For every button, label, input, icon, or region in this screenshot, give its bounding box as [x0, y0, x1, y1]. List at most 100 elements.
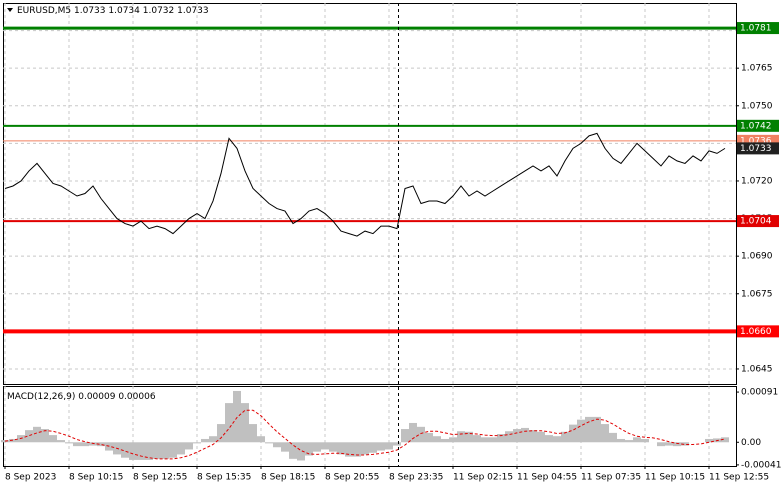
macd-bar	[465, 431, 473, 443]
macd-bar	[489, 437, 497, 443]
macd-bar	[89, 442, 97, 446]
macd-bar	[609, 432, 617, 443]
x-tick-label: 8 Sep 23:35	[389, 473, 443, 483]
macd-bar	[681, 442, 689, 446]
macd-bar	[33, 426, 41, 443]
macd-bar	[457, 431, 465, 443]
y-tick-label: 1.0675	[741, 289, 773, 299]
menu-triangle[interactable]	[7, 8, 13, 12]
macd-bar	[617, 438, 625, 443]
macd-bar	[553, 436, 561, 443]
macd-bar	[81, 442, 89, 447]
macd-bar	[289, 442, 297, 459]
macd-bar	[521, 427, 529, 443]
symbol: EURUSD,M5	[17, 6, 71, 16]
macd-frame	[3, 386, 737, 467]
x-tick-label: 8 Sep 10:15	[69, 473, 123, 483]
macd-bar	[329, 442, 337, 452]
macd-bar	[537, 431, 545, 443]
macd-bar	[353, 442, 361, 457]
macd-bar	[473, 435, 481, 443]
macd-bar	[305, 442, 313, 456]
macd-bar	[9, 438, 17, 443]
macd-bar	[169, 442, 177, 458]
x-tick-label: 8 Sep 12:55	[133, 473, 187, 483]
macd-bar	[401, 429, 409, 443]
macd-bar	[657, 442, 665, 447]
macd-bar	[633, 437, 641, 443]
macd-bar	[561, 431, 569, 443]
macd-bar	[25, 430, 33, 443]
y-tick-label: 1.0720	[741, 176, 773, 186]
y-tick-label: 1.0690	[741, 252, 773, 262]
level-label-box	[737, 215, 779, 228]
macd-bar	[385, 442, 393, 450]
macd-bar	[513, 429, 521, 443]
level-label: 1.0736	[740, 136, 772, 146]
macd-bar	[593, 416, 601, 443]
macd-y-tick-label: 0.00	[741, 438, 761, 448]
macd-bar	[185, 442, 193, 450]
macd-bar	[57, 440, 65, 443]
macd-value: 0.00009	[78, 392, 115, 402]
macd-y-tick-label: 0.00091	[741, 388, 778, 398]
macd-bar	[273, 442, 281, 448]
macd-bar	[145, 442, 153, 460]
labels: 1.07801.07651.07501.07351.07201.07051.06…	[4, 22, 781, 483]
macd-bar	[673, 442, 681, 447]
macd-bar	[721, 437, 729, 443]
macd-bar	[209, 436, 217, 443]
level-label: 1.0733	[740, 144, 772, 154]
macd-bar	[65, 442, 73, 444]
close: 1.0733	[177, 6, 209, 16]
macd-bar	[297, 442, 305, 461]
macd-bar	[321, 442, 329, 450]
macd-bar	[625, 440, 633, 443]
y-tick-label: 1.0645	[741, 364, 773, 374]
level-label: 1.0781	[740, 24, 772, 34]
x-tick-label: 8 Sep 20:55	[325, 473, 379, 483]
macd-bar	[377, 442, 385, 451]
macd-bar	[73, 442, 81, 447]
macd-bar	[153, 442, 161, 459]
level-label-box	[737, 119, 779, 132]
low: 1.0732	[143, 6, 175, 16]
macd-bar	[225, 403, 233, 443]
y-tick-label: 1.0765	[741, 64, 773, 74]
macd-bar	[417, 426, 425, 443]
x-tick-label: 11 Sep 07:35	[581, 473, 641, 483]
x-tick-label: 11 Sep 02:15	[453, 473, 513, 483]
macd-bar	[257, 436, 265, 443]
macd-bar	[233, 390, 241, 443]
macd-bar	[577, 419, 585, 443]
macd-bar	[393, 442, 401, 446]
macd-bar	[345, 442, 353, 457]
macd-bar	[497, 434, 505, 443]
macd-bar	[1, 440, 9, 443]
macd-bar	[249, 424, 257, 443]
plot	[1, 26, 736, 461]
macd-bar	[265, 442, 273, 444]
macd-bar	[121, 442, 129, 458]
macd-bar	[337, 442, 345, 455]
x-tick-label: 11 Sep 10:15	[645, 473, 705, 483]
level-label: 1.0742	[740, 121, 772, 131]
macd-bar	[545, 435, 553, 443]
high: 1.0734	[108, 6, 140, 16]
macd-bar	[569, 424, 577, 443]
macd-bar	[361, 442, 369, 455]
macd-bar	[505, 431, 513, 443]
y-tick-label: 1.0750	[741, 101, 773, 111]
macd-bar	[161, 442, 169, 459]
macd-bar	[241, 403, 249, 443]
macd-bar	[49, 435, 57, 443]
level-label: 1.0660	[740, 327, 772, 337]
x-tick-label: 8 Sep 15:35	[197, 473, 251, 483]
macd-bar	[137, 442, 145, 460]
macd-bar	[433, 436, 441, 443]
macd-bar	[97, 442, 105, 447]
macd-bar	[441, 438, 449, 443]
macd-bar	[193, 442, 201, 444]
